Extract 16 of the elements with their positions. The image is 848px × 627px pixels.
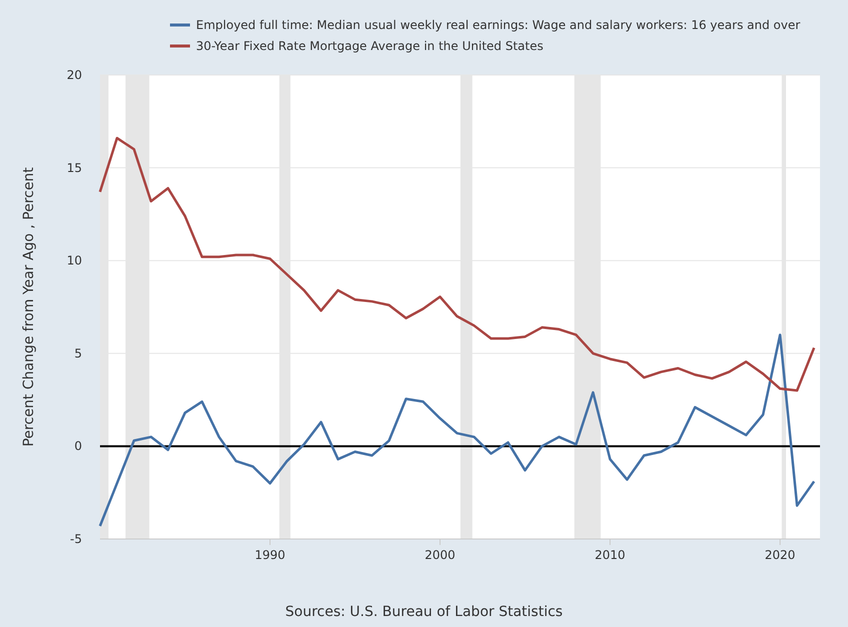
y-tick-label: 0 [74, 439, 82, 454]
source-note: Sources: U.S. Bureau of Labor Statistics [285, 604, 563, 620]
y-tick-label: 10 [66, 254, 82, 268]
y-tick-label: -5 [70, 532, 82, 546]
legend-label: Employed full time: Median usual weekly real earnings: Wage and salary workers: 16 years and over [196, 18, 800, 32]
x-tick-label: 1990 [254, 548, 286, 562]
y-tick-label: 15 [66, 160, 82, 175]
x-tick-label: 2020 [764, 548, 796, 562]
x-tick-label: 2000 [424, 548, 456, 562]
y-axis-title: Percent Change from Year Ago , Percent [21, 166, 37, 447]
y-tick-label: 20 [66, 68, 82, 82]
line-series [98, 334, 816, 528]
line-series [98, 136, 816, 392]
legend-label: 30-Year Fixed Rate Mortgage Average in the United States [196, 39, 544, 53]
y-tick-label: 5 [74, 346, 82, 360]
x-tick-label: 2010 [594, 548, 626, 562]
